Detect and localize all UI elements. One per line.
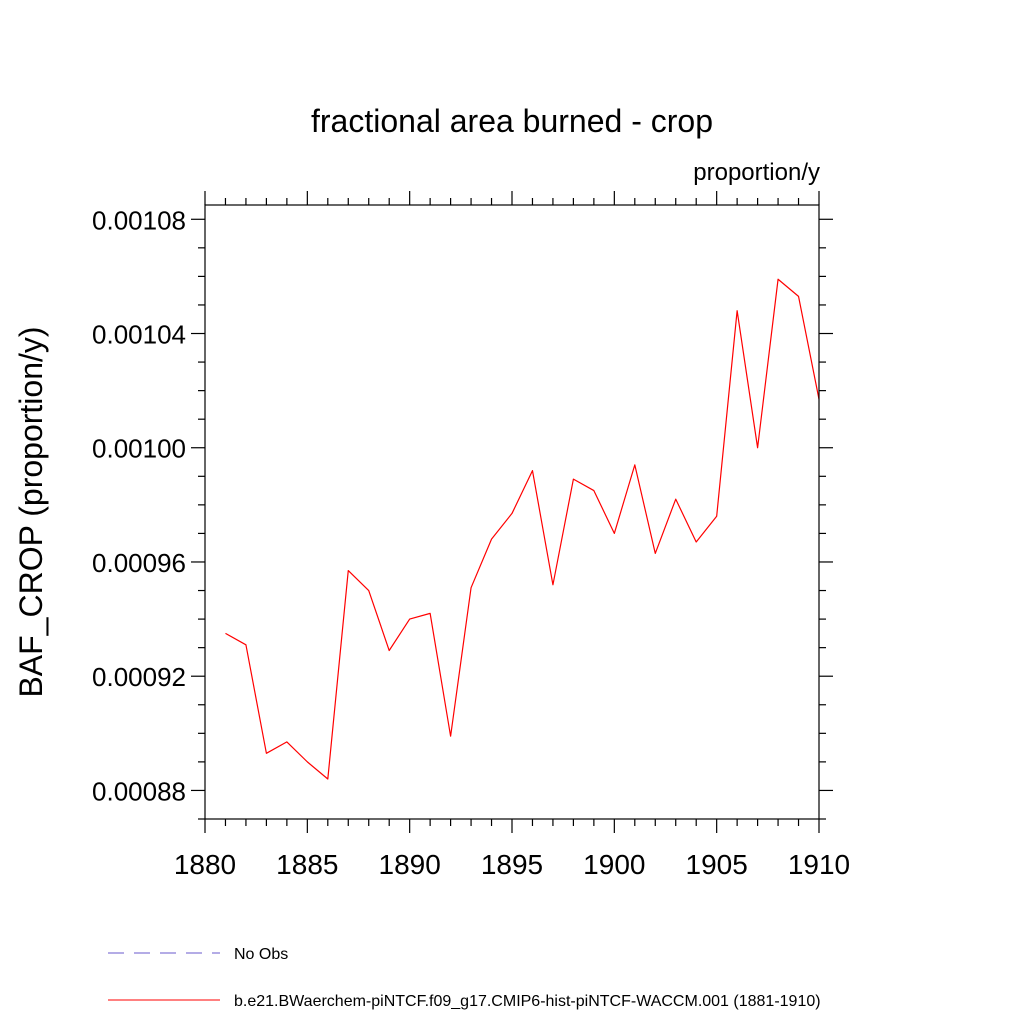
series-layer (225, 278, 820, 780)
y-tick-label: 0.00088 (92, 776, 186, 806)
y-axis-label: BAF_CROP (proportion/y) (13, 326, 49, 697)
plot-frame (204, 204, 820, 820)
legend-label-0: No Obs (234, 946, 288, 963)
x-tick-label: 1905 (686, 849, 748, 880)
y-tick-label: 0.00104 (92, 320, 186, 350)
y-tick-label: 0.00092 (92, 662, 186, 692)
series-line-0 (225, 278, 820, 780)
ticks-layer: 1880 1885 1890 1895 1900 1905 1910 0.00088 0.000… (92, 191, 850, 880)
legend: No Obs b.e21.BWaerchem-piNTCF.f09_g17.CMI… (108, 946, 821, 1010)
legend-label-1: b.e21.BWaerchem-piNTCF.f09_g17.CMIP6-his… (234, 993, 821, 1010)
x-tick-label: 1895 (481, 849, 543, 880)
chart-title: fractional area burned - crop (311, 103, 713, 139)
y-tick-label: 0.00100 (92, 434, 186, 464)
y-tick-label: 0.00096 (92, 548, 186, 578)
y-tick-label: 0.00108 (92, 205, 186, 235)
x-tick-label: 1900 (583, 849, 645, 880)
x-tick-label: 1880 (174, 849, 236, 880)
x-tick-label: 1890 (379, 849, 441, 880)
x-tick-label: 1910 (788, 849, 850, 880)
units-label: proportion/y (693, 159, 820, 186)
x-tick-label: 1885 (276, 849, 338, 880)
